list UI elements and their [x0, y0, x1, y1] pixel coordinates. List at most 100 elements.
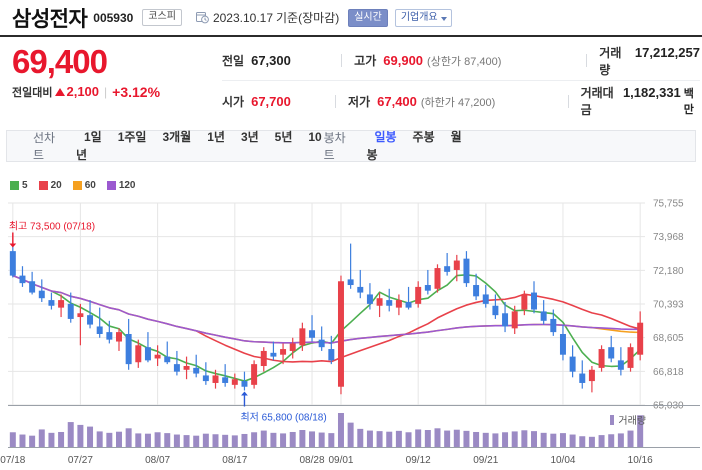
ma-line-20	[195, 293, 641, 363]
ma-legend-item: 20	[38, 180, 62, 191]
x-axis-tick-label: 10/16	[628, 455, 653, 466]
candle-body	[289, 343, 296, 351]
tab-line-10년[interactable]: 10년	[75, 130, 322, 162]
candle-body	[251, 364, 258, 385]
candle-body	[58, 300, 65, 308]
line-chart-tabs: 1일 1주일 3개월 1년 3년 5년 10년	[76, 128, 324, 164]
candle-body	[405, 301, 412, 308]
cell-value: 1,182,331	[622, 85, 681, 100]
candle-body	[627, 347, 634, 368]
volume-bar	[531, 431, 537, 447]
tab-line-1주일[interactable]: 1주일	[117, 130, 147, 144]
candle-body	[492, 305, 499, 316]
price-change-value: 2,100	[66, 84, 100, 100]
volume-bar	[193, 435, 200, 447]
candle-body	[77, 313, 84, 318]
volume-bar	[29, 435, 36, 447]
candle-body	[366, 294, 373, 304]
quote-table-row: 시가 67,700 저가 67,400 (하한가 47,200) 거래대금 1,…	[222, 81, 700, 121]
chart-period-tabbar: 선차트 1일 1주일 3개월 1년 3년 5년 10년 봉차트 일봉 주봉 월봉	[6, 130, 696, 162]
candle-body	[154, 354, 161, 359]
volume-bar	[511, 431, 518, 447]
candle-body	[183, 366, 190, 370]
cell-unit: 백만	[683, 88, 694, 116]
volume-bar	[347, 422, 354, 447]
candle-body	[38, 290, 45, 299]
candle-body	[96, 326, 103, 334]
candle-chart-tabgroup: 봉차트 일봉 주봉 월봉	[324, 128, 473, 164]
high-annotation-label: 최고 73,500 (07/18)	[9, 220, 95, 232]
volume-bar	[106, 432, 113, 447]
candle-body	[299, 328, 306, 346]
divider	[341, 54, 343, 67]
volume-bar	[415, 429, 422, 447]
tab-candle-주봉[interactable]: 주봉	[412, 130, 435, 144]
volume-bar	[164, 433, 171, 447]
candle-body	[453, 260, 460, 270]
volume-bar	[48, 432, 55, 447]
current-price: 69,400	[12, 43, 108, 80]
candle-body	[309, 330, 316, 338]
quote-table: 전일 67,300 고가 69,900 (상한가 87,400) 거래량 17,…	[222, 41, 700, 121]
candle-body	[337, 281, 344, 387]
company-summary-dropdown[interactable]: 기업개요	[394, 8, 452, 27]
tab-candle-일봉[interactable]: 일봉	[374, 130, 397, 144]
candle-body	[559, 333, 566, 355]
cell-upper-limit: (상한가 87,400)	[427, 56, 502, 68]
volume-bar	[270, 432, 277, 447]
volume-bar	[9, 432, 16, 447]
triangle-up-icon	[55, 87, 66, 96]
candle-body	[135, 345, 142, 363]
tab-line-1년[interactable]: 1년	[207, 130, 225, 144]
volume-bar	[87, 426, 94, 447]
candle-body	[376, 298, 383, 306]
candle-body	[231, 379, 238, 385]
quote-cell-low: 저가 67,400 (하한가 47,200)	[348, 93, 556, 110]
cell-key: 거래대금	[580, 86, 614, 117]
divider	[586, 54, 588, 67]
candle-body	[29, 281, 36, 293]
tab-line-3개월[interactable]: 3개월	[162, 130, 192, 144]
volume-bar	[328, 433, 335, 447]
ma-legend-label: 120	[118, 180, 136, 191]
candle-body	[473, 285, 480, 297]
candle-body	[540, 311, 547, 321]
volume-bar	[154, 432, 161, 447]
volume-bar	[357, 428, 364, 447]
tab-line-1일[interactable]: 1일	[83, 130, 102, 144]
x-axis-tick-label: 08/17	[222, 455, 247, 466]
candle-body	[173, 364, 180, 372]
price-change-row: 전일대비 2,100 | +3.12%	[12, 84, 215, 100]
volume-bar	[38, 429, 45, 447]
volume-bar	[299, 430, 306, 447]
volume-bar	[77, 424, 84, 447]
volume-bar	[251, 432, 258, 447]
volume-legend: 거래량	[610, 412, 646, 427]
volume-bar	[241, 433, 248, 447]
candle-body	[116, 332, 122, 342]
price-change-label: 전일대비	[12, 86, 53, 99]
candle-body	[502, 313, 509, 327]
candle-body	[415, 286, 422, 304]
candle-body	[19, 275, 26, 284]
ma-color-swatch	[106, 181, 116, 190]
volume-bar	[637, 415, 644, 447]
candle-chart-tabs: 일봉 주봉 월봉	[366, 128, 473, 164]
volume-legend-label: 거래량	[618, 416, 646, 427]
candlestick-chart[interactable]: 75,75573,96872,18070,39368,60566,81865,0…	[0, 170, 702, 470]
ma-line-120	[12, 274, 641, 344]
cell-value: 17,212,257	[634, 44, 700, 60]
realtime-badge[interactable]: 실시간	[348, 8, 388, 27]
cell-key: 고가	[354, 54, 377, 68]
volume-bar	[144, 433, 151, 447]
candle-body	[347, 279, 354, 286]
x-axis-tick-label: 10/04	[550, 455, 575, 466]
tab-candle-월봉[interactable]: 월봉	[366, 130, 462, 162]
cell-value: 69,900	[383, 53, 424, 68]
quote-section: 69,400 전일대비 2,100 | +3.12% 전일 67,300 고가 …	[0, 39, 702, 123]
ma-legend-label: 5	[22, 180, 28, 191]
tab-line-3년[interactable]: 3년	[240, 130, 259, 144]
tab-line-5년[interactable]: 5년	[274, 130, 293, 144]
candle-body	[463, 258, 470, 284]
